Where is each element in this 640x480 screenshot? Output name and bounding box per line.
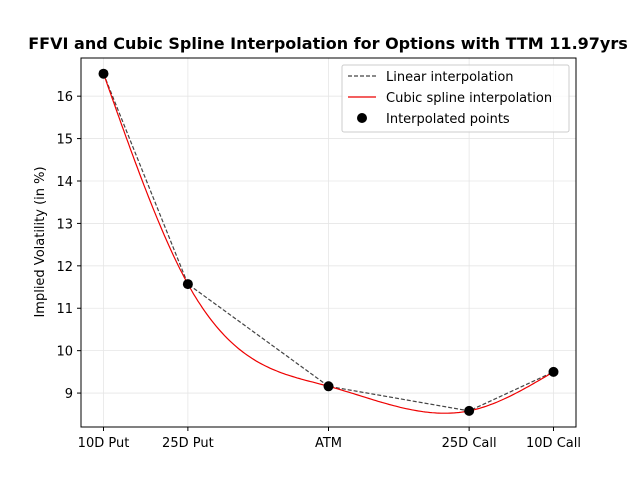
x-tick-label: 10D Put [78,436,130,451]
legend-points-swatch [357,113,367,123]
x-axis: 10D Put 25D Put ATM 25D Call 10D Call [78,427,581,451]
interpolated-point [548,366,559,377]
y-tick-label: 13 [56,217,73,232]
y-tick-label: 12 [56,260,73,275]
x-tick-label: 10D Call [526,436,581,451]
y-tick-label: 15 [56,133,73,148]
legend: Linear interpolation Cubic spline interp… [341,64,570,133]
x-tick-label: 25D Call [442,436,497,451]
interpolated-point [464,405,475,416]
x-tick-label: 25D Put [162,436,214,451]
series-linear-interpolation [102,73,554,412]
y-axis: 9 10 11 12 13 14 15 16 [56,90,81,402]
y-axis-label: Implied Volatility (in %) [33,166,48,317]
interpolated-point [182,279,193,290]
legend-points-label: Interpolated points [386,112,510,127]
y-tick-label: 10 [56,345,73,360]
y-tick-label: 11 [56,302,73,317]
interpolated-point [323,381,334,392]
x-tick-label: ATM [315,436,342,451]
legend-box [341,64,570,133]
legend-linear-label: Linear interpolation [386,70,514,85]
chart-title: FFVI and Cubic Spline Interpolation for … [28,34,628,53]
y-tick-label: 14 [56,175,73,190]
legend-spline-label: Cubic spline interpolation [386,91,552,106]
series-layer [98,68,559,416]
interpolated-point [98,68,109,79]
y-tick-label: 9 [65,387,73,402]
y-tick-label: 16 [56,90,73,105]
